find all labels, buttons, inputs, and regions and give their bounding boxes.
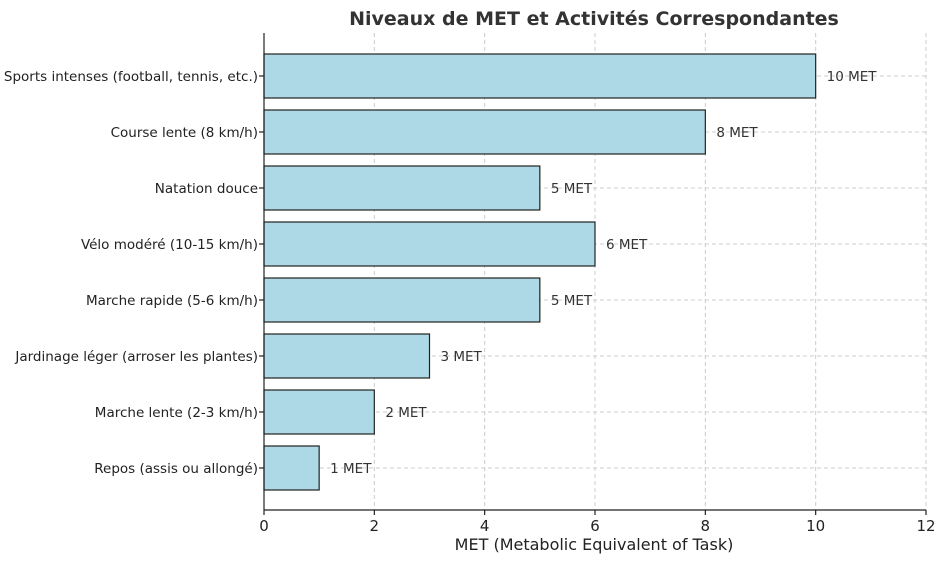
x-tick-label: 0 <box>259 517 269 535</box>
bars <box>263 53 817 491</box>
bar <box>263 445 320 491</box>
data-labels: 1 MET 2 MET 3 MET 5 MET 6 MET 5 MET 8 MET 10 ME… <box>330 69 877 477</box>
category-labels: Repos (assis ou allongé) Marche lente (2-… <box>4 69 264 477</box>
x-tick-label: 6 <box>590 517 600 535</box>
bar <box>263 165 541 211</box>
category-label: Marche lente (2-3 km/h) <box>95 405 258 421</box>
category-label: Marche rapide (5-6 km/h) <box>86 293 258 309</box>
data-label: 8 MET <box>716 125 758 141</box>
x-ticks: 0 2 4 6 8 10 12 <box>259 510 936 535</box>
category-label: Repos (assis ou allongé) <box>94 461 258 477</box>
data-label: 2 MET <box>385 405 427 421</box>
bar <box>263 53 817 99</box>
chart-title: Niveaux de MET et Activités Correspondan… <box>349 8 839 30</box>
x-tick-label: 4 <box>480 517 490 535</box>
bar <box>263 333 431 379</box>
category-label: Natation douce <box>155 181 258 197</box>
x-tick-label: 12 <box>916 517 935 535</box>
data-label: 5 MET <box>551 181 593 197</box>
category-label: Course lente (8 km/h) <box>111 125 258 141</box>
x-tick-label: 2 <box>370 517 380 535</box>
bar <box>263 221 596 267</box>
category-label: Jardinage léger (arroser les plantes) <box>14 349 258 365</box>
data-label: 3 MET <box>441 349 483 365</box>
category-label: Sports intenses (football, tennis, etc.) <box>4 69 258 85</box>
category-label: Vélo modéré (10-15 km/h) <box>81 237 258 253</box>
data-label: 6 MET <box>606 237 648 253</box>
bar <box>263 109 706 155</box>
data-label: 1 MET <box>330 461 372 477</box>
x-axis-label: MET (Metabolic Equivalent of Task) <box>455 535 734 554</box>
x-tick-label: 10 <box>806 517 825 535</box>
x-tick-label: 8 <box>701 517 711 535</box>
bar <box>263 389 375 435</box>
data-label: 5 MET <box>551 293 593 309</box>
data-label: 10 MET <box>827 69 878 85</box>
grid-lines <box>264 33 927 510</box>
bar <box>263 277 541 323</box>
